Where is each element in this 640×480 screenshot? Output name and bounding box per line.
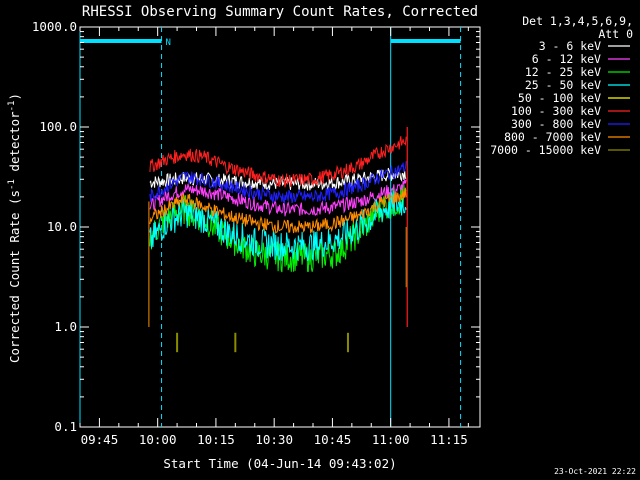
legend-header-attenuator: Att 0	[598, 27, 633, 41]
night-bar	[390, 39, 461, 43]
y-axis-label-tail: detector	[7, 111, 22, 179]
legend-label: 300 - 800 keV	[511, 117, 601, 131]
series-layer	[148, 127, 408, 353]
x-tick-label: 10:30	[255, 432, 293, 447]
night-marker-label: N	[166, 38, 171, 48]
y-axis-label-tail-sup: -1	[7, 101, 17, 112]
y-axis-label: Corrected Count Rate (s-1 detector-1)	[7, 93, 22, 363]
y-axis-label-end: )	[7, 93, 22, 101]
x-tick-label: 11:15	[430, 432, 468, 447]
legend-label: 7000 - 15000 keV	[490, 143, 601, 157]
x-axis-label: Start Time (04-Jun-14 09:43:02)	[163, 456, 396, 471]
legend-label: 6 - 12 keV	[532, 52, 601, 66]
series-line	[149, 136, 407, 188]
y-axis-label-main: Corrected Count Rate (s	[7, 190, 22, 363]
y-tick-label: 0.1	[54, 419, 77, 434]
legend-label: 3 - 6 keV	[539, 39, 601, 53]
y-tick-label: 1000.0	[32, 19, 77, 34]
legend-label: 12 - 25 keV	[525, 65, 601, 79]
y-tick-label: 10.0	[47, 219, 77, 234]
x-tick-label: 11:00	[372, 432, 410, 447]
legend-label: 25 - 50 keV	[525, 78, 601, 92]
series-line	[149, 187, 407, 234]
legend-header-detectors: Det 1,3,4,5,6,9,	[522, 14, 633, 28]
series-line	[149, 161, 407, 205]
footer-date: 23-Oct-2021 22:22	[554, 467, 636, 476]
x-tick-label: 10:00	[139, 432, 177, 447]
series-line	[149, 184, 407, 273]
series-line	[149, 190, 407, 262]
legend-label: 100 - 300 keV	[511, 104, 601, 118]
night-intervals: N	[79, 27, 462, 427]
series-line	[149, 179, 407, 217]
axes: 1000.0 100.0 10.0 1.0 0.1 09:45 10:00 10:15 10:3…	[32, 19, 480, 447]
y-tick-label: 1.0	[54, 319, 77, 334]
plot-border	[79, 26, 481, 428]
y-tick-label: 100.0	[39, 119, 77, 134]
x-tick-label: 09:45	[81, 432, 119, 447]
x-tick-label: 10:15	[197, 432, 235, 447]
legend-label: 800 - 7000 keV	[504, 130, 601, 144]
chart-title: RHESSI Observing Summary Count Rates, Co…	[82, 4, 478, 20]
x-tick-label: 10:45	[314, 432, 352, 447]
legend-label: 50 - 100 keV	[518, 91, 601, 105]
plot-frame	[79, 26, 481, 428]
night-bar	[80, 39, 162, 43]
y-axis-label-sup: -1	[7, 179, 17, 190]
